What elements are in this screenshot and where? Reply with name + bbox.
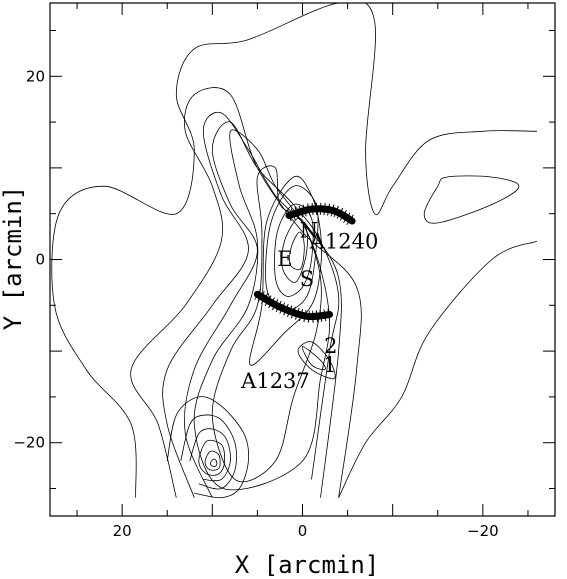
contour-line-6 <box>183 121 340 498</box>
plot-border <box>49 2 556 517</box>
annotation-n: N <box>300 219 318 243</box>
south-relic-hatch <box>254 289 331 323</box>
annotation-a1237: A1237 <box>240 369 310 393</box>
annotation-e: E <box>277 247 292 271</box>
contour-lines <box>51 3 538 499</box>
x-tick-label: 0 <box>298 522 308 540</box>
axis-ticks <box>50 3 555 516</box>
annotation-s: S <box>300 267 314 291</box>
contour-line-3 <box>338 240 538 498</box>
x-tick-label: 20 <box>113 522 132 540</box>
relic-arcs <box>253 202 356 323</box>
annotation-1: 1 <box>323 353 336 377</box>
contour-line-19 <box>198 439 226 476</box>
north-relic-arc <box>285 205 356 225</box>
contour-line-18 <box>189 428 231 482</box>
annotation-2: 2 <box>324 334 337 358</box>
contour-line-14 <box>297 341 336 380</box>
contour-line-2 <box>423 175 520 224</box>
contour-line-21 <box>210 458 218 467</box>
contour-line-11 <box>274 203 314 297</box>
contour-line-4 <box>130 87 362 498</box>
annotation-a1240: A1240 <box>309 230 379 254</box>
contour-line-5 <box>162 111 342 498</box>
y-axis-title: Y [arcmin] <box>0 186 27 331</box>
contour-line-7 <box>193 129 331 491</box>
plot-frame <box>49 2 556 517</box>
contour-line-20 <box>204 450 221 471</box>
tick-labels: 20 0 −20 20 0 −20 <box>13 67 498 540</box>
contour-line-8 <box>211 165 322 483</box>
y-tick-label: 20 <box>26 67 45 85</box>
contour-line-16 <box>166 396 250 499</box>
contour-line-13 <box>288 231 305 271</box>
contour-line-17 <box>180 414 237 490</box>
y-tick-label: −20 <box>13 434 45 452</box>
contour-line-12 <box>281 217 308 283</box>
x-tick-label: −20 <box>467 522 499 540</box>
contour-line-15 <box>301 346 326 370</box>
x-axis-title: X [arcmin] <box>235 551 380 579</box>
y-tick-label: 0 <box>35 251 45 269</box>
contour-line-1 <box>51 3 538 498</box>
